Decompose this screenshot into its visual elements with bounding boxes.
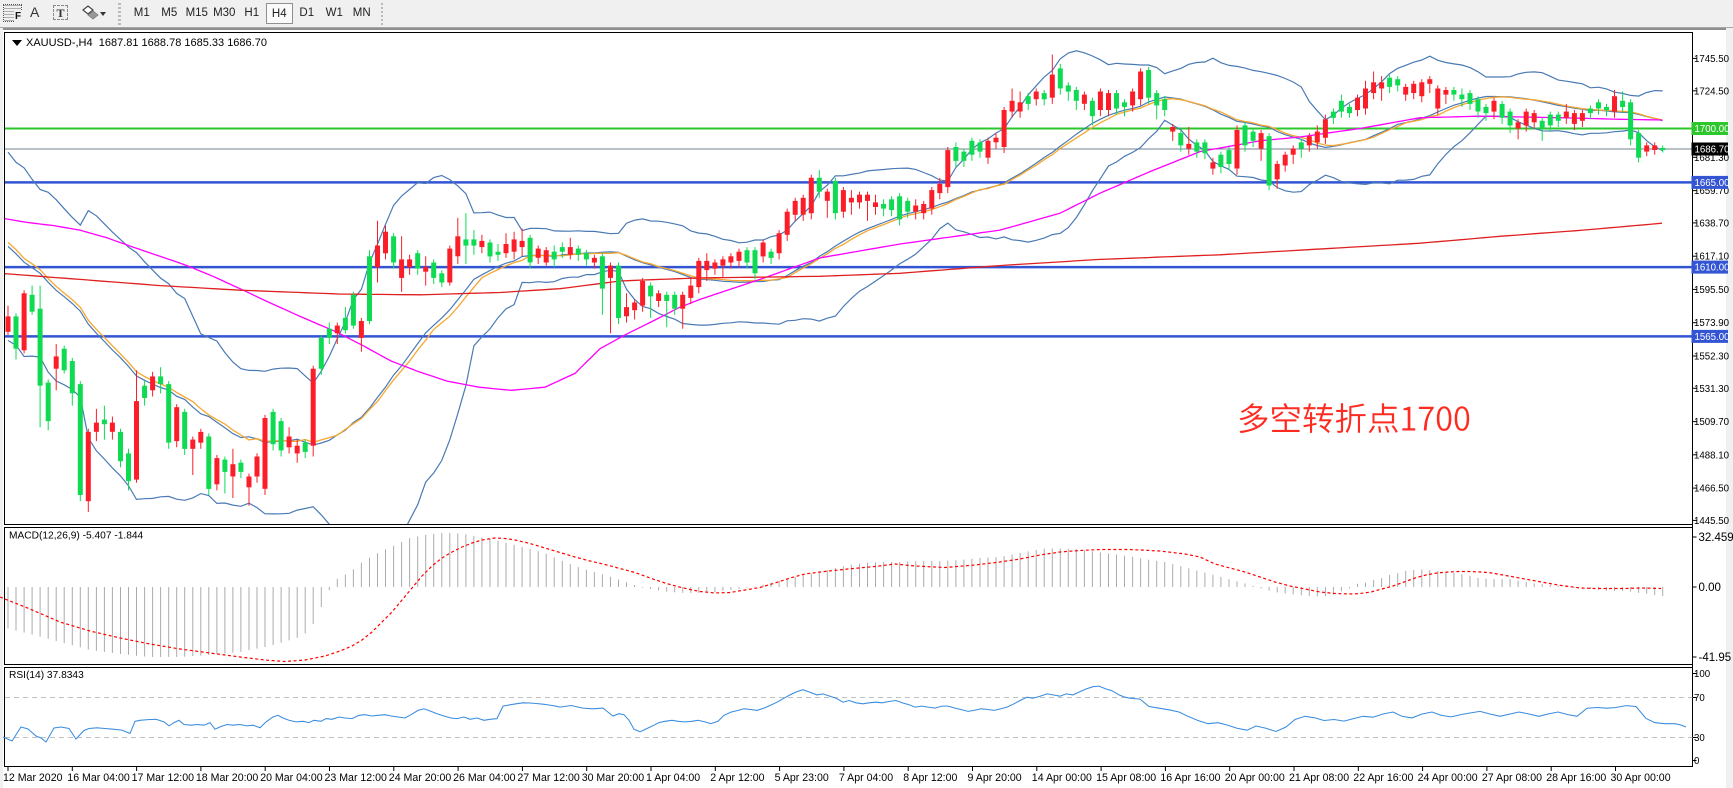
- svg-text:1565.00: 1565.00: [1695, 332, 1731, 343]
- svg-text:8 Apr 12:00: 8 Apr 12:00: [903, 772, 957, 784]
- svg-text:0: 0: [1694, 756, 1700, 767]
- svg-text:12 Mar 2020: 12 Mar 2020: [3, 772, 63, 784]
- svg-text:24 Mar 20:00: 24 Mar 20:00: [389, 772, 452, 784]
- svg-text:9 Apr 20:00: 9 Apr 20:00: [968, 772, 1022, 784]
- svg-text:1617.10: 1617.10: [1694, 252, 1730, 263]
- svg-text:21 Apr 08:00: 21 Apr 08:00: [1289, 772, 1349, 784]
- svg-text:14 Apr 00:00: 14 Apr 00:00: [1032, 772, 1092, 784]
- svg-text:1531.30: 1531.30: [1694, 384, 1730, 395]
- svg-text:1595.50: 1595.50: [1694, 285, 1730, 296]
- svg-text:MACD(12,26,9) -5.407 -1.844: MACD(12,26,9) -5.407 -1.844: [9, 531, 144, 542]
- svg-text:1509.70: 1509.70: [1694, 417, 1730, 428]
- svg-text:7 Apr 04:00: 7 Apr 04:00: [839, 772, 893, 784]
- svg-text:30 Mar 20:00: 30 Mar 20:00: [582, 772, 645, 784]
- svg-text:2 Apr 12:00: 2 Apr 12:00: [710, 772, 764, 784]
- svg-text:1745.50: 1745.50: [1694, 54, 1730, 65]
- svg-text:1724.50: 1724.50: [1694, 86, 1730, 97]
- svg-text:1573.90: 1573.90: [1694, 318, 1730, 329]
- svg-text:20 Apr 00:00: 20 Apr 00:00: [1225, 772, 1285, 784]
- svg-text:1638.70: 1638.70: [1694, 218, 1730, 229]
- svg-text:1466.50: 1466.50: [1694, 484, 1730, 495]
- svg-text:16 Mar 04:00: 16 Mar 04:00: [67, 772, 130, 784]
- svg-text:-41.95: -41.95: [1699, 652, 1732, 664]
- svg-text:23 Mar 12:00: 23 Mar 12:00: [325, 772, 388, 784]
- svg-text:1681.30: 1681.30: [1694, 153, 1730, 164]
- svg-text:24 Apr 00:00: 24 Apr 00:00: [1418, 772, 1478, 784]
- svg-text:17 Mar 12:00: 17 Mar 12:00: [132, 772, 195, 784]
- svg-text:1 Apr 04:00: 1 Apr 04:00: [646, 772, 700, 784]
- svg-text:0.00: 0.00: [1699, 582, 1721, 594]
- svg-text:1700.00: 1700.00: [1695, 124, 1731, 135]
- svg-text:20 Mar 04:00: 20 Mar 04:00: [260, 772, 323, 784]
- svg-text:1686.70: 1686.70: [1695, 145, 1731, 156]
- svg-text:15 Apr 08:00: 15 Apr 08:00: [1096, 772, 1156, 784]
- svg-text:28 Apr 16:00: 28 Apr 16:00: [1546, 772, 1606, 784]
- svg-text:70: 70: [1694, 693, 1705, 704]
- svg-text:1445.50: 1445.50: [1694, 516, 1730, 527]
- svg-text:27 Apr 08:00: 27 Apr 08:00: [1482, 772, 1542, 784]
- svg-text:26 Mar 04:00: 26 Mar 04:00: [453, 772, 516, 784]
- svg-text:30: 30: [1694, 733, 1705, 744]
- svg-text:XAUUSD-,H4 1687.81 1688.78 16: XAUUSD-,H4 1687.81 1688.78 1685.33 1686.…: [26, 37, 267, 49]
- svg-text:27 Mar 12:00: 27 Mar 12:00: [517, 772, 580, 784]
- svg-text:18 Mar 20:00: 18 Mar 20:00: [196, 772, 259, 784]
- svg-text:22 Apr 16:00: 22 Apr 16:00: [1353, 772, 1413, 784]
- svg-text:1552.30: 1552.30: [1694, 352, 1730, 363]
- svg-text:5 Apr 23:00: 5 Apr 23:00: [775, 772, 829, 784]
- svg-text:RSI(14) 37.8343: RSI(14) 37.8343: [9, 670, 84, 681]
- svg-text:100: 100: [1694, 669, 1711, 680]
- svg-text:1665.00: 1665.00: [1695, 178, 1731, 189]
- svg-text:1610.00: 1610.00: [1695, 263, 1731, 274]
- svg-text:16 Apr 16:00: 16 Apr 16:00: [1160, 772, 1220, 784]
- svg-text:1488.10: 1488.10: [1694, 450, 1730, 461]
- svg-text:30 Apr 00:00: 30 Apr 00:00: [1611, 772, 1671, 784]
- svg-text:32.459: 32.459: [1699, 532, 1733, 544]
- svg-text:1659.70: 1659.70: [1694, 186, 1730, 197]
